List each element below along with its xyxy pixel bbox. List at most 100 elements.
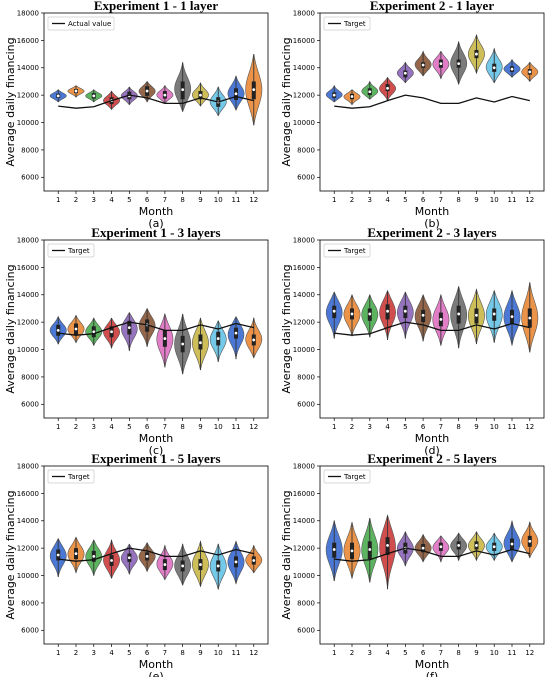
violin-month-5 <box>396 291 414 339</box>
y-tick-label: 14000 <box>17 291 39 299</box>
violin-median-point <box>110 330 113 334</box>
axes-frame <box>43 12 269 192</box>
legend: Target <box>323 243 371 258</box>
violin-median-point <box>252 88 256 92</box>
x-tick-label: 8 <box>180 649 184 657</box>
violin-month-11 <box>227 540 245 585</box>
legend-label: Target <box>343 247 366 255</box>
target-line <box>58 547 254 562</box>
x-tick-label: 9 <box>474 423 478 431</box>
x-tick-label: 4 <box>109 649 114 657</box>
violin-median-point <box>92 554 96 558</box>
violin-month-6 <box>414 533 432 563</box>
violin-median-point <box>528 316 532 320</box>
violin-month-11 <box>227 75 245 111</box>
x-tick-label: 10 <box>214 196 223 204</box>
violin-month-7 <box>432 535 450 563</box>
target-line <box>58 94 254 109</box>
y-tick-label: 12000 <box>293 92 315 100</box>
y-tick-label: 8000 <box>297 599 315 607</box>
x-tick-label: 9 <box>198 196 202 204</box>
violin-median-point <box>403 71 407 75</box>
x-tick-label: 4 <box>385 649 390 657</box>
violin-median-point <box>234 560 238 564</box>
violin-month-10 <box>485 289 503 343</box>
violin-month-5 <box>121 312 138 351</box>
violin-median-point <box>492 312 496 316</box>
y-tick-label: 18000 <box>17 9 39 17</box>
y-tick-label: 16000 <box>293 37 315 45</box>
panel-title: Experiment 2 - 1 layer <box>370 0 494 13</box>
violin-median-point <box>56 94 60 98</box>
violin-median-point <box>181 564 185 568</box>
violin-median-point <box>74 552 78 556</box>
violin-month-11 <box>227 316 245 360</box>
violin-median-point <box>252 559 256 562</box>
x-tick-label: 11 <box>508 423 517 431</box>
violin-median-point <box>350 549 354 553</box>
violin-median-point <box>92 330 96 334</box>
y-tick-label: 8000 <box>21 146 39 154</box>
x-tick-label: 2 <box>74 423 78 431</box>
violin-month-1 <box>49 89 67 103</box>
x-tick-label: 5 <box>403 423 407 431</box>
violin-month-8 <box>450 285 468 349</box>
violin-month-4 <box>103 317 120 350</box>
x-tick-label: 1 <box>332 649 336 657</box>
x-tick-label: 7 <box>163 196 167 204</box>
y-tick-label: 14000 <box>293 517 315 525</box>
violin-median-point <box>74 89 78 93</box>
x-tick-label: 6 <box>145 196 150 204</box>
x-tick-label: 1 <box>56 196 60 204</box>
violin-month-10 <box>209 543 227 591</box>
violin-month-5 <box>396 531 414 567</box>
x-tick-label: 10 <box>490 196 499 204</box>
x-axis-label: Month <box>139 205 174 218</box>
violin-month-11 <box>503 289 521 346</box>
y-tick-label: 18000 <box>293 462 315 470</box>
x-tick-label: 4 <box>385 423 390 431</box>
violin-median-point <box>199 341 202 345</box>
x-tick-label: 8 <box>456 196 460 204</box>
violin-median-point <box>386 544 389 547</box>
violin-median-point <box>181 88 185 92</box>
panel-title: Experiment 1 - 5 layers <box>91 451 220 466</box>
x-tick-label: 7 <box>163 423 167 431</box>
x-tick-label: 9 <box>474 196 478 204</box>
x-axis-label: Month <box>139 432 174 445</box>
violin-month-6 <box>414 50 432 77</box>
violin-median-point <box>56 553 60 557</box>
panel-subtitle: (a) <box>148 217 163 230</box>
violin-median-point <box>510 315 514 319</box>
y-tick-label: 18000 <box>293 236 315 244</box>
x-tick-label: 6 <box>421 649 426 657</box>
violin-month-2 <box>67 536 85 574</box>
y-tick-label: 10000 <box>293 572 315 580</box>
x-tick-label: 3 <box>368 649 372 657</box>
x-tick-label: 6 <box>421 423 426 431</box>
violin-month-7 <box>432 293 450 347</box>
y-tick-label: 16000 <box>17 490 39 498</box>
x-tick-label: 11 <box>508 196 517 204</box>
violin-month-12 <box>521 521 539 559</box>
panel-2: Experiment 2 - 1 layer 6000 8000 10000 12000… <box>280 0 545 230</box>
violin-month-4 <box>379 514 396 590</box>
panel-3: Experiment 1 - 3 layers 6000 8000 10000 1200… <box>4 225 269 457</box>
violin-median-point <box>475 52 478 56</box>
x-tick-label: 6 <box>145 649 150 657</box>
y-axis-label: Average daily financing <box>4 490 17 619</box>
y-axis-label: Average daily financing <box>4 37 17 166</box>
violin-month-2 <box>343 522 361 580</box>
violin-median-point <box>216 564 220 568</box>
violin-median-point <box>421 63 425 67</box>
violin-month-6 <box>138 307 156 347</box>
violin-month-4 <box>103 538 120 580</box>
violin-median-point <box>439 62 443 66</box>
x-tick-label: 1 <box>332 423 336 431</box>
violin-median-point <box>386 86 389 90</box>
panel-subtitle: (e) <box>148 670 163 677</box>
y-tick-label: 16000 <box>17 37 39 45</box>
legend: Target <box>47 243 95 258</box>
y-axis-label: Average daily financing <box>280 264 293 393</box>
violin-median-point <box>110 559 113 562</box>
